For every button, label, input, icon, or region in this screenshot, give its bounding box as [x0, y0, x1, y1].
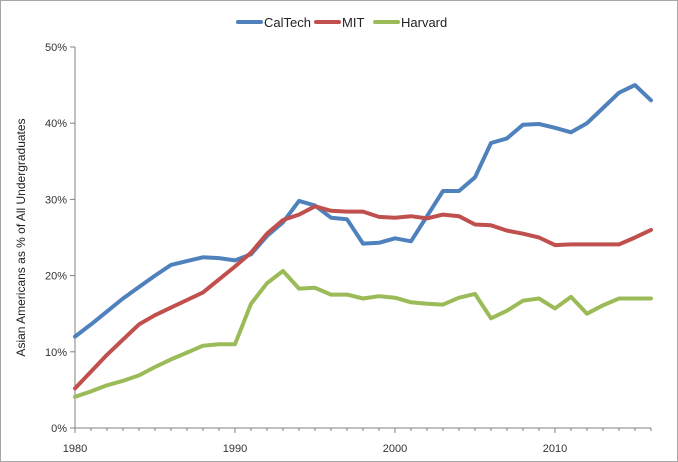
legend-label-mit: MIT [342, 15, 364, 30]
y-axis-ticks: 0% 10% 20% 30% 40% 50% [45, 42, 75, 435]
x-tick-label: 2000 [383, 443, 407, 455]
series-lines [73, 83, 653, 399]
y-tick-label: 0% [51, 423, 67, 435]
legend-label-caltech: CalTech [264, 15, 311, 30]
x-tick-label: 1990 [223, 443, 247, 455]
y-tick-label: 40% [45, 118, 67, 130]
series-line-caltech [73, 83, 653, 339]
y-tick-label: 10% [45, 347, 67, 359]
y-tick-label: 20% [45, 271, 67, 283]
legend: CalTech MIT Harvard [236, 15, 447, 30]
y-tick-label: 50% [45, 42, 67, 54]
axes: 0% 10% 20% 30% 40% 50% 1980 1990 2000 2010 [45, 42, 652, 455]
y-tick-label: 30% [45, 194, 67, 206]
series-line-harvard [73, 269, 653, 399]
series-line-mit [73, 204, 653, 391]
x-tick-label: 2010 [543, 443, 567, 455]
legend-label-harvard: Harvard [401, 15, 447, 30]
x-axis-ticks: 1980 1990 2000 2010 [63, 428, 652, 455]
x-tick-label: 1980 [63, 443, 87, 455]
y-axis-title: Asian Americans as % of All Undergraduat… [14, 118, 28, 356]
